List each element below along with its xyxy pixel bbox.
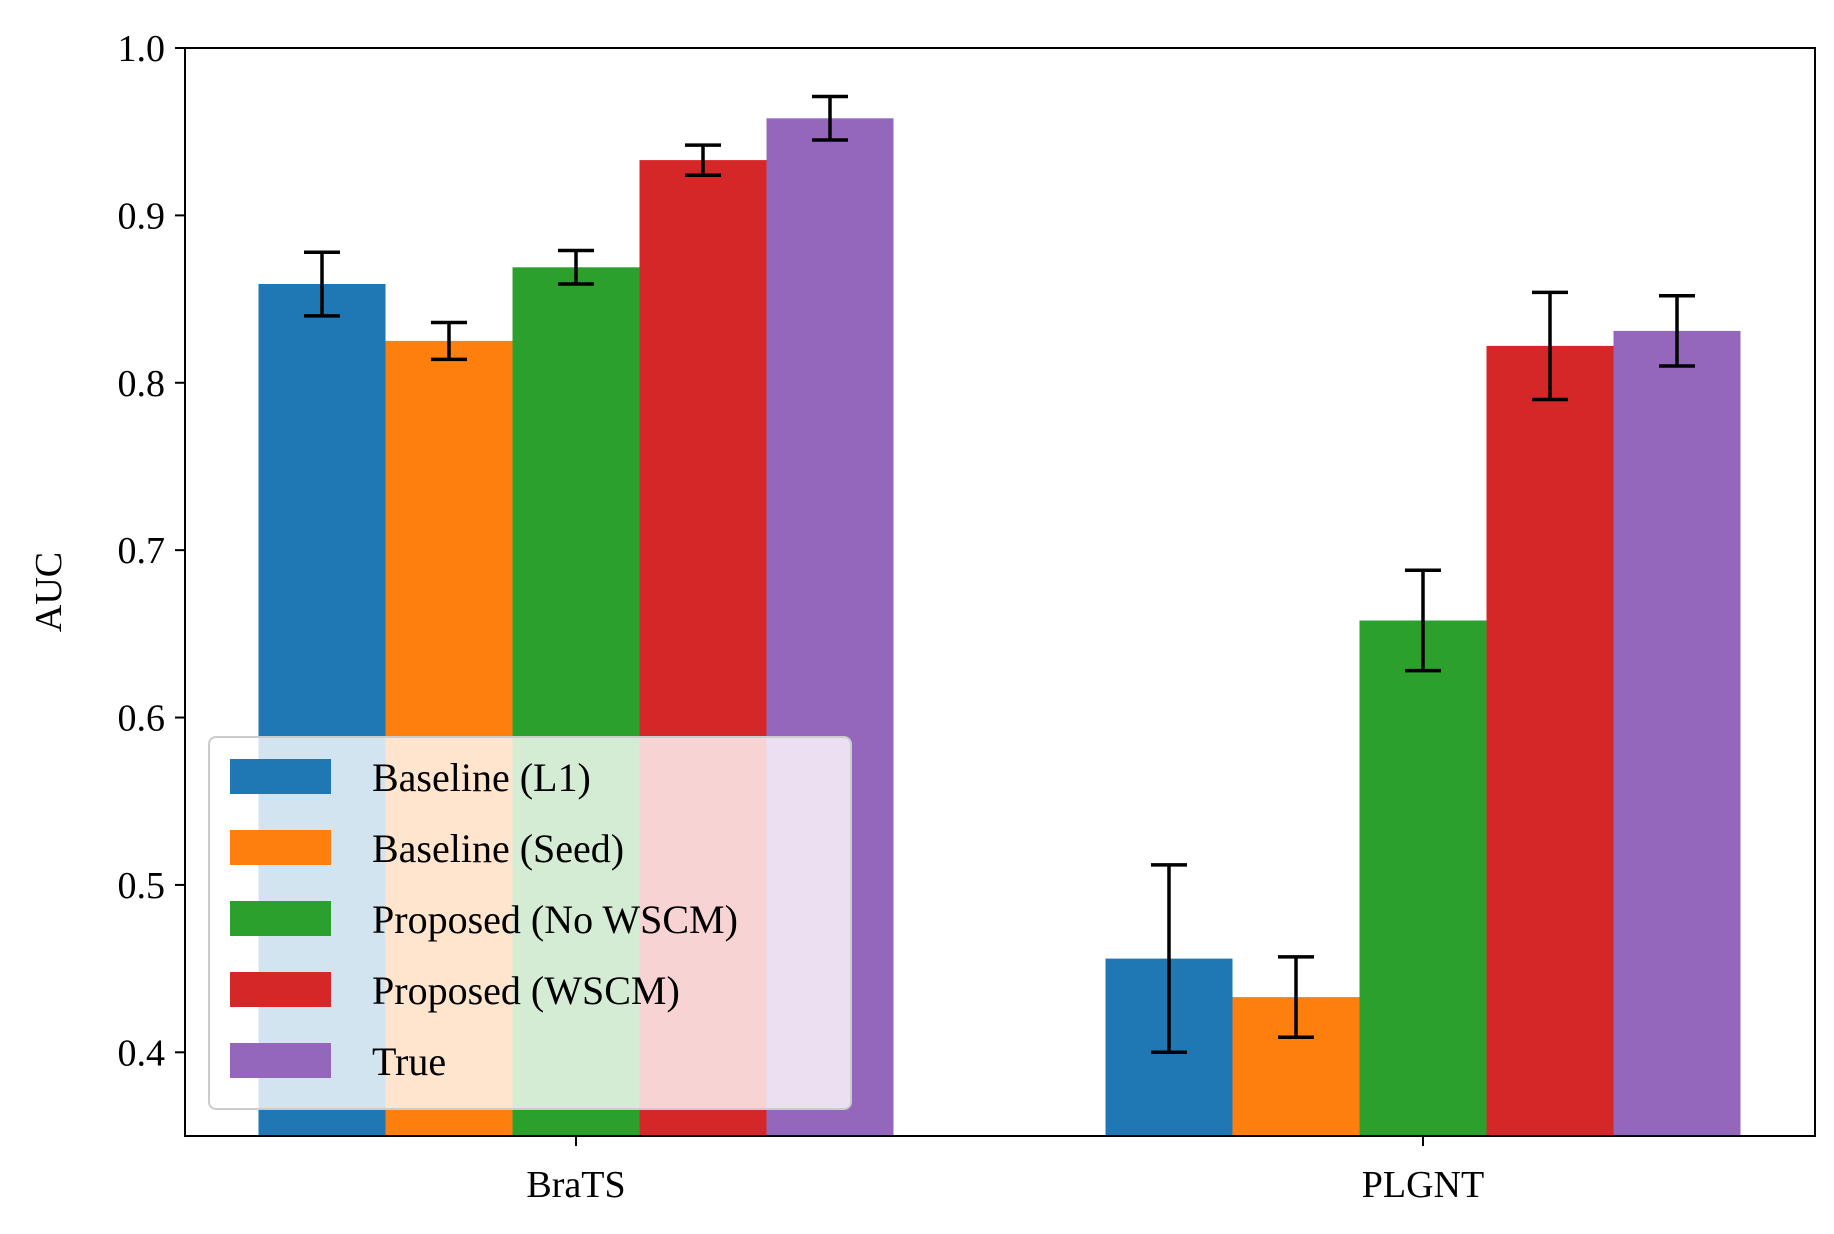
- legend-label-baseline-seed: Baseline (Seed): [372, 826, 624, 871]
- error-bar-plgnt-baseline-seed: [1278, 955, 1314, 1039]
- legend-label-proposed-no-wscm: Proposed (No WSCM): [372, 897, 738, 942]
- x-tick-label-plgnt: PLGNT: [1362, 1164, 1484, 1206]
- y-tick-label: 0.4: [118, 1032, 166, 1074]
- error-bar-plgnt-true: [1659, 293, 1695, 368]
- legend-swatch-true: [230, 1043, 331, 1078]
- plot-frame: [184, 47, 1816, 1137]
- x-axis: BraTS PLGNT: [526, 1136, 1484, 1206]
- y-tick-label: 0.5: [118, 865, 166, 907]
- legend-swatch-proposed-wscm: [230, 972, 331, 1007]
- error-bar-brats-baseline-seed: [431, 320, 467, 362]
- error-bar-brats-baseline-l1: [304, 250, 340, 318]
- legend-box: [208, 736, 852, 1110]
- bar-plgnt-proposed-wscm: [1486, 345, 1614, 1136]
- error-bar-brats-proposed-no-wscm: [558, 248, 594, 286]
- error-bar-brats-proposed-wscm: [685, 143, 721, 177]
- error-bar-plgnt-proposed-no-wscm: [1405, 568, 1441, 673]
- y-tick-label: 0.8: [118, 363, 166, 405]
- y-axis: 0.4 0.5 0.6 0.7 0.8 0.9 1.0: [118, 28, 185, 1074]
- error-bars-layer: [304, 94, 1695, 1055]
- error-bar-brats-true: [812, 94, 848, 142]
- y-axis-label: AUC: [28, 552, 70, 632]
- legend-label-proposed-wscm: Proposed (WSCM): [372, 968, 680, 1013]
- bar-plgnt-proposed-no-wscm: [1359, 620, 1487, 1136]
- legend: Baseline (L1) Baseline (Seed) Proposed (No…: [208, 736, 852, 1110]
- legend-label-true: True: [372, 1039, 446, 1084]
- y-tick-label: 0.6: [118, 698, 166, 740]
- x-tick-label-brats: BraTS: [526, 1164, 625, 1206]
- y-tick-label: 0.7: [118, 530, 166, 572]
- legend-swatch-baseline-seed: [230, 830, 331, 865]
- y-tick-label: 1.0: [118, 28, 166, 70]
- error-bar-plgnt-baseline-l1: [1151, 863, 1187, 1055]
- error-bar-plgnt-proposed-wscm: [1532, 290, 1568, 402]
- bar-plgnt-true: [1613, 330, 1741, 1136]
- legend-swatch-baseline-l1: [230, 759, 331, 794]
- legend-swatch-proposed-no-wscm: [230, 901, 331, 936]
- y-tick-label: 0.9: [118, 195, 166, 237]
- legend-label-baseline-l1: Baseline (L1): [372, 755, 591, 800]
